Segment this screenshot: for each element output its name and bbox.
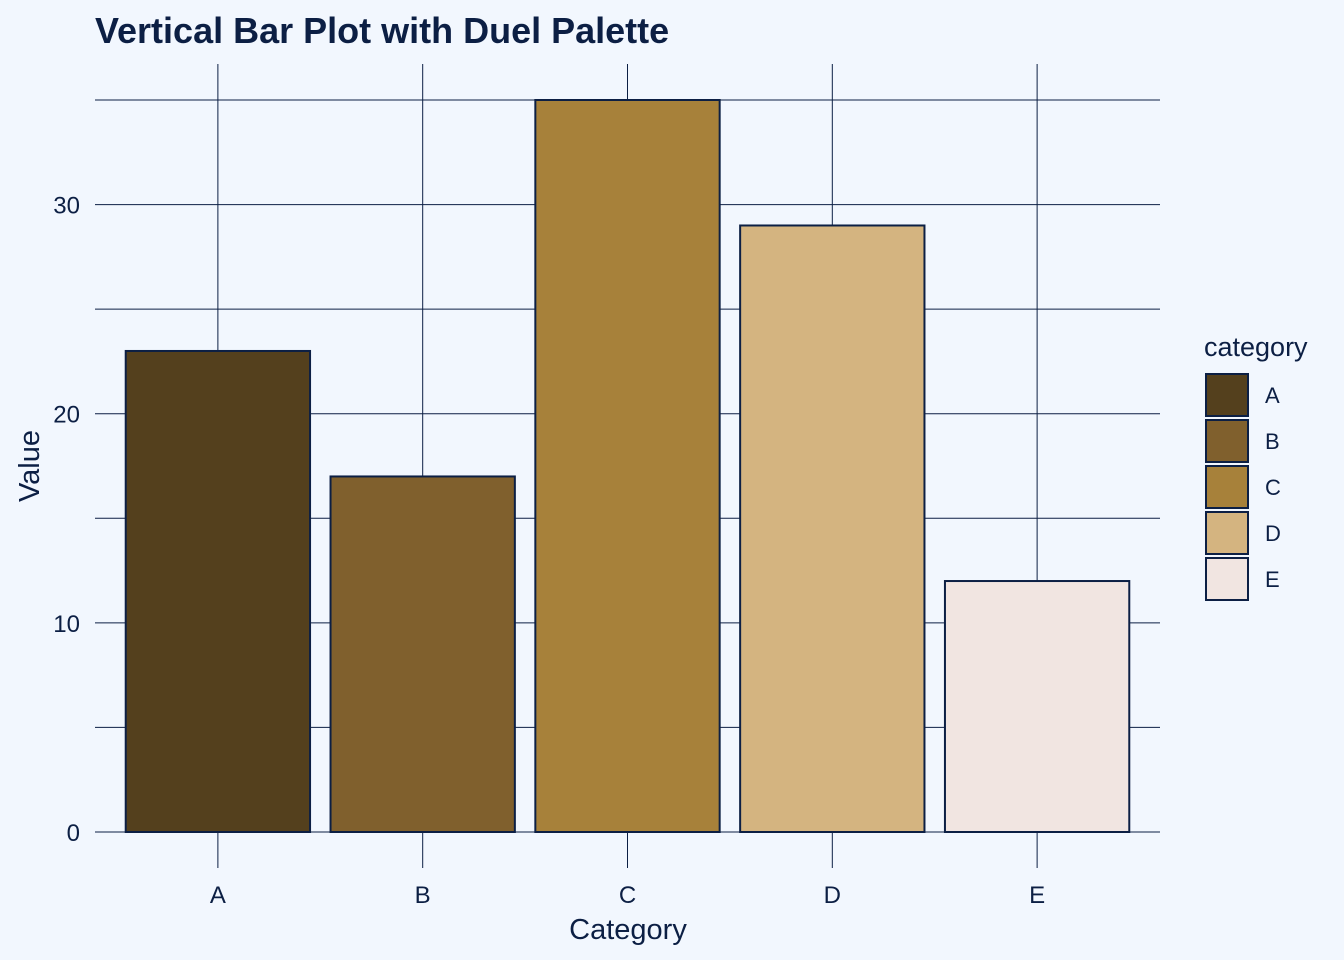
x-axis: A B C D E bbox=[210, 832, 1045, 909]
legend-label: E bbox=[1265, 567, 1280, 592]
y-axis-title: Value bbox=[14, 430, 46, 502]
x-tick-label: B bbox=[415, 882, 431, 909]
y-tick-label: 10 bbox=[53, 611, 80, 638]
bars bbox=[124, 99, 1131, 833]
legend-label: D bbox=[1265, 521, 1281, 546]
y-tick-label: 20 bbox=[53, 402, 80, 429]
legend-key-a bbox=[1205, 373, 1249, 417]
x-tick-label: A bbox=[210, 882, 226, 909]
bar-b bbox=[329, 475, 516, 833]
legend-label: C bbox=[1265, 475, 1281, 500]
legend-label: A bbox=[1265, 383, 1280, 408]
bar-a bbox=[124, 349, 312, 833]
legend-key-d bbox=[1205, 511, 1249, 555]
bar-c bbox=[534, 99, 721, 833]
x-tick-label: D bbox=[824, 882, 841, 909]
legend-key-e bbox=[1205, 557, 1249, 601]
y-tick-label: 0 bbox=[67, 820, 80, 847]
legend-label: B bbox=[1265, 429, 1280, 454]
bar-d bbox=[739, 224, 926, 833]
chart-title: Vertical Bar Plot with Duel Palette bbox=[95, 10, 669, 51]
bar-e bbox=[943, 580, 1131, 833]
y-tick-label: 30 bbox=[53, 193, 80, 220]
x-tick-label: E bbox=[1029, 882, 1045, 909]
y-axis: 0 10 20 30 bbox=[53, 193, 80, 847]
legend-title: category bbox=[1204, 332, 1308, 362]
legend-key-b bbox=[1205, 419, 1249, 463]
x-tick-label: C bbox=[619, 882, 636, 909]
legend-key-c bbox=[1205, 465, 1249, 509]
x-axis-title: Category bbox=[569, 914, 687, 946]
